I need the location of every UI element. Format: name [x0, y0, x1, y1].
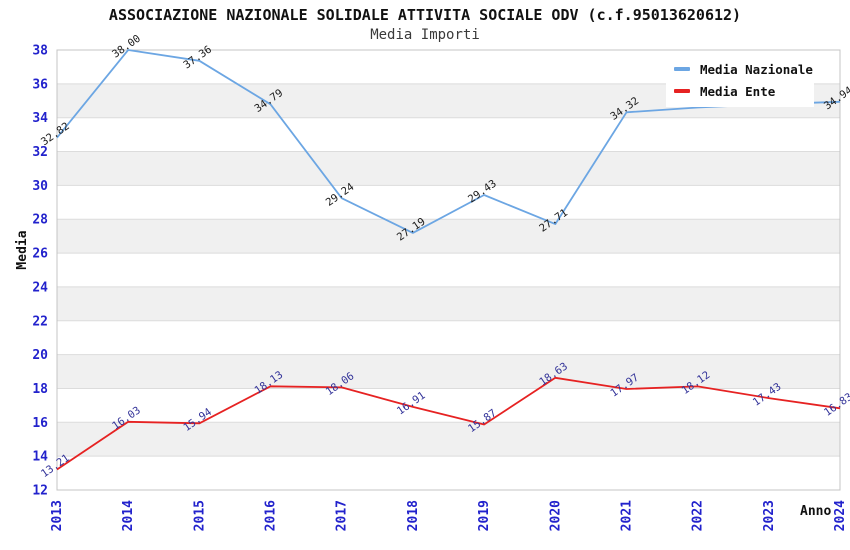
chart-title: ASSOCIAZIONE NAZIONALE SOLIDALE ATTIVITA… [108, 6, 742, 24]
svg-text:26: 26 [32, 247, 48, 262]
gridlines [57, 83, 840, 457]
x-tick-labels: 2013 2014 2015 2016 2017 2018 2019 2020 2021 2022… [50, 500, 848, 531]
legend: Media Nazionale Media Ente [666, 55, 814, 107]
svg-text:2016: 2016 [264, 500, 279, 531]
legend-label-media-nazionale: Media Nazionale [700, 61, 813, 77]
media-ente-line [56, 376, 841, 471]
svg-text:14: 14 [32, 450, 48, 465]
svg-text:34: 34 [32, 111, 48, 126]
svg-text:16.91: 16.91 [395, 390, 428, 418]
svg-text:30: 30 [32, 179, 48, 194]
svg-text:32: 32 [32, 145, 48, 160]
media-ente-line-swatch [674, 89, 690, 93]
svg-text:2020: 2020 [548, 500, 563, 531]
svg-text:18: 18 [32, 382, 48, 397]
svg-text:16: 16 [32, 416, 48, 431]
svg-text:2017: 2017 [335, 500, 350, 531]
svg-text:2021: 2021 [619, 500, 634, 531]
legend-label-media-ente: Media Ente [700, 83, 776, 99]
svg-text:24: 24 [32, 280, 48, 295]
svg-text:2022: 2022 [691, 500, 706, 531]
y-tick-labels: 12 14 16 18 20 22 24 26 28 30 32 34 36 38 [32, 44, 48, 499]
svg-text:2014: 2014 [121, 500, 136, 531]
chart-subtitle: Media Importi [370, 27, 480, 43]
svg-text:2019: 2019 [477, 500, 492, 531]
plot-border [56, 49, 841, 491]
svg-text:12: 12 [32, 484, 48, 499]
svg-text:22: 22 [32, 314, 48, 329]
svg-text:2024: 2024 [833, 500, 848, 531]
svg-text:36: 36 [32, 77, 48, 92]
svg-text:16.83: 16.83 [822, 391, 850, 419]
grid-bands [57, 83, 840, 457]
svg-text:2018: 2018 [406, 500, 421, 531]
x-axis-title: Anno [800, 504, 832, 519]
svg-text:20: 20 [32, 348, 48, 363]
legend-item-media-ente: Media Ente [674, 80, 806, 102]
svg-text:28: 28 [32, 213, 48, 228]
media-nazionale-line-swatch [674, 67, 690, 71]
legend-item-media-nazionale: Media Nazionale [674, 58, 813, 80]
svg-text:2015: 2015 [192, 500, 207, 531]
svg-text:2013: 2013 [50, 500, 65, 531]
svg-text:38: 38 [32, 44, 48, 59]
y-axis-title: Media [15, 230, 30, 270]
svg-text:2023: 2023 [762, 500, 777, 531]
